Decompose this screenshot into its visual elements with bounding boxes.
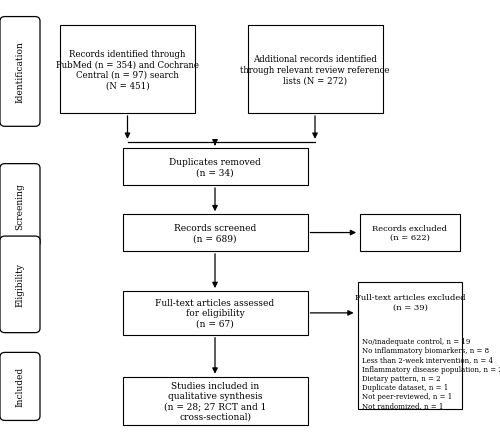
FancyBboxPatch shape xyxy=(0,353,40,420)
FancyBboxPatch shape xyxy=(0,18,40,127)
Text: Identification: Identification xyxy=(16,42,24,103)
FancyBboxPatch shape xyxy=(248,26,382,114)
Text: Additional records identified
through relevant review reference
lists (N = 272): Additional records identified through re… xyxy=(240,55,390,85)
FancyBboxPatch shape xyxy=(122,291,308,335)
Text: Studies included in
qualitative synthesis
(n = 28; 27 RCT and 1
cross-sectional): Studies included in qualitative synthesi… xyxy=(164,381,266,421)
Text: Full-text articles assessed
for eligibility
(n = 67): Full-text articles assessed for eligibil… xyxy=(156,298,274,328)
FancyBboxPatch shape xyxy=(358,283,463,410)
FancyBboxPatch shape xyxy=(122,377,308,425)
Text: Included: Included xyxy=(16,367,24,406)
FancyBboxPatch shape xyxy=(0,164,40,247)
Text: Full-text articles excluded
(n = 39): Full-text articles excluded (n = 39) xyxy=(354,293,466,311)
FancyBboxPatch shape xyxy=(60,26,195,114)
FancyBboxPatch shape xyxy=(122,214,308,251)
Text: Duplicates removed
(n = 34): Duplicates removed (n = 34) xyxy=(169,158,261,177)
Text: Records identified through
PubMed (n = 354) and Cochrane
Central (n = 97) search: Records identified through PubMed (n = 3… xyxy=(56,50,199,90)
Text: Screening: Screening xyxy=(16,183,24,229)
Text: Records excluded
(n = 622): Records excluded (n = 622) xyxy=(372,224,448,242)
FancyBboxPatch shape xyxy=(122,149,308,186)
Text: Records screened
(n = 689): Records screened (n = 689) xyxy=(174,223,256,243)
FancyBboxPatch shape xyxy=(360,214,460,251)
Text: Eligibility: Eligibility xyxy=(16,263,24,307)
Text: No/inadequate control, n = 19
No inflammatory biomarkers, n = 8
Less than 2-week: No/inadequate control, n = 19 No inflamm… xyxy=(362,337,500,410)
FancyBboxPatch shape xyxy=(0,237,40,333)
